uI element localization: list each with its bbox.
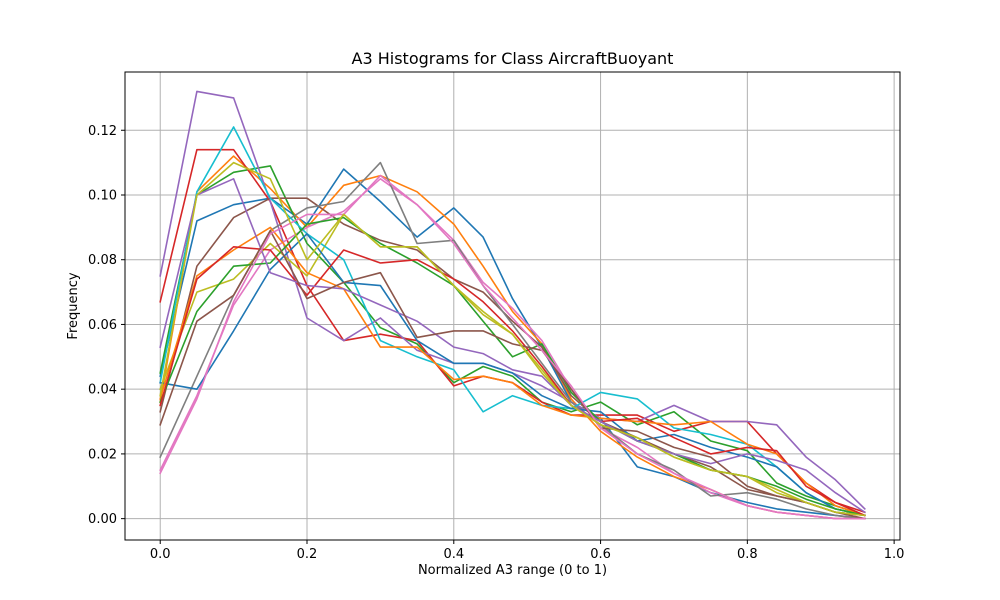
- chart-title: A3 Histograms for Class AircraftBuoyant: [352, 49, 674, 68]
- axis-ticks: 0.0 0.2 0.4 0.6 0.8 1.0 0.00 0.02 0.04 0.06 0.08 0.…: [88, 124, 904, 562]
- y-tick-label: 0.10: [88, 188, 117, 203]
- series-line-17: [159, 174, 866, 520]
- y-tick-label: 0.08: [88, 253, 117, 268]
- y-tick-label: 0.00: [88, 512, 117, 527]
- y-tick-label: 0.12: [88, 124, 117, 139]
- y-tick-label: 0.02: [88, 447, 117, 462]
- series-lines: [159, 90, 866, 520]
- series-line-10: [159, 126, 866, 517]
- plot-frame: [124, 71, 901, 541]
- y-tick-label: 0.06: [88, 318, 117, 333]
- x-axis-label: Normalized A3 range (0 to 1): [418, 563, 607, 578]
- series-line-1: [159, 168, 866, 520]
- y-axis-label: Frequency: [66, 272, 81, 339]
- series-line-11: [159, 233, 866, 517]
- series-line-15: [159, 178, 866, 514]
- x-tick-label: 0.6: [590, 547, 611, 562]
- y-tick-label: 0.04: [88, 383, 117, 398]
- series-line-3: [159, 165, 866, 517]
- x-tick-label: 0.4: [443, 547, 464, 562]
- series-line-13: [159, 216, 866, 517]
- x-tick-label: 0.2: [297, 547, 318, 562]
- series-line-14: [159, 246, 866, 517]
- series-line-5: [159, 90, 866, 511]
- x-tick-label: 0.8: [737, 547, 758, 562]
- series-line-12: [159, 226, 866, 517]
- x-tick-label: 1.0: [884, 547, 905, 562]
- series-line-16: [159, 229, 866, 520]
- series-line-18: [159, 161, 866, 517]
- x-tick-label: 0.0: [150, 547, 171, 562]
- series-line-8: [159, 161, 866, 520]
- series-line-9: [159, 213, 866, 517]
